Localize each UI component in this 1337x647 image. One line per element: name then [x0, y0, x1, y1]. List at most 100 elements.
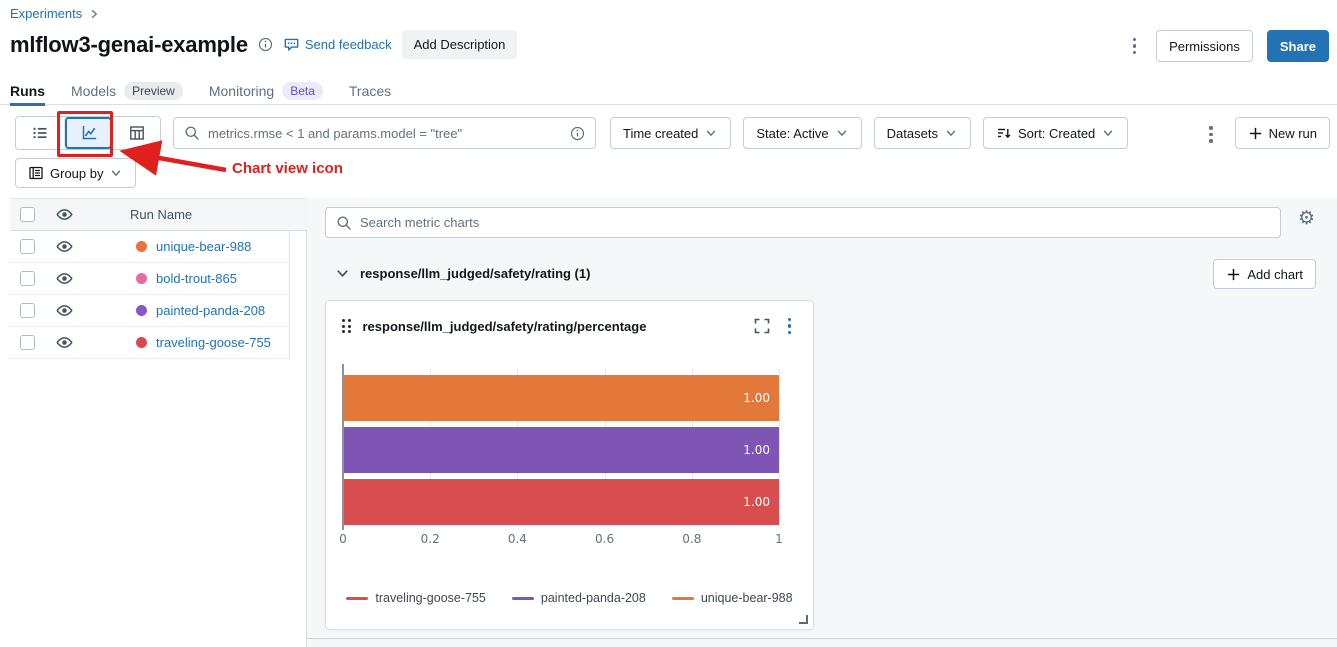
card-resize-handle-icon[interactable] — [799, 615, 808, 624]
chart-view-icon — [82, 125, 96, 140]
runs-search-input[interactable]: metrics.rmse < 1 and params.model = "tre… — [173, 117, 596, 149]
run-row-traveling-goose-755: traveling-goose-755 — [10, 327, 289, 359]
run-row-bold-trout-865: bold-trout-865 — [10, 263, 289, 295]
legend-label: unique-bear-988 — [700, 591, 793, 605]
x-axis-tick-label: 0.2 — [420, 532, 440, 546]
search-icon — [184, 125, 200, 141]
feedback-bubble-icon — [283, 36, 300, 53]
bar-unique-bear-988[interactable]: 1.00 — [343, 375, 779, 421]
visibility-eye-icon[interactable] — [47, 270, 81, 287]
header-actions: Permissions Share — [1127, 30, 1329, 62]
legend-color-dash — [346, 596, 369, 600]
chart-settings-gear-icon[interactable]: ⚙ — [1297, 208, 1315, 229]
table-view-button[interactable] — [112, 117, 160, 149]
legend-label: painted-panda-208 — [540, 591, 646, 605]
run-checkbox[interactable] — [20, 239, 35, 254]
runs-toolbar: metrics.rmse < 1 and params.model = "tre… — [0, 116, 1337, 150]
list-view-button[interactable] — [16, 117, 64, 149]
chevron-down-icon — [1101, 126, 1115, 140]
chart-card-header: response/llm_judged/safety/rating/percen… — [326, 301, 813, 351]
charts-panel: Search metric charts ⚙ response/llm_judg… — [307, 198, 1337, 647]
tab-badge: Preview — [124, 81, 183, 100]
breadcrumb-experiments-link[interactable]: Experiments — [10, 6, 83, 21]
share-button[interactable]: Share — [1266, 30, 1329, 62]
bar-painted-panda-208[interactable]: 1.00 — [343, 427, 779, 473]
section-collapse-chevron-icon[interactable] — [335, 266, 350, 281]
tab-runs[interactable]: Runs — [10, 83, 45, 106]
metric-charts-search-input[interactable]: Search metric charts — [325, 207, 1281, 238]
panel-divider[interactable] — [306, 198, 307, 647]
filter-state-active-dropdown[interactable]: State: Active — [743, 117, 862, 149]
x-axis-tick-label: 0.4 — [507, 532, 527, 546]
group-by-button[interactable]: Group by — [15, 158, 137, 188]
run-name-link[interactable]: bold-trout-865 — [156, 271, 237, 286]
filter-sort-created-dropdown[interactable]: Sort: Created — [982, 117, 1129, 149]
tab-models[interactable]: Models Preview — [71, 81, 183, 106]
run-name-link[interactable]: traveling-goose-755 — [156, 335, 271, 350]
permissions-button[interactable]: Permissions — [1156, 30, 1253, 62]
filter-label: Datasets — [886, 125, 938, 141]
legend-item-painted-panda-208[interactable]: painted-panda-208 — [511, 591, 646, 605]
legend-label: traveling-goose-755 — [375, 591, 486, 605]
filter-datasets-dropdown[interactable]: Datasets — [873, 117, 971, 149]
visibility-eye-icon[interactable] — [47, 206, 81, 223]
visibility-eye-icon[interactable] — [47, 238, 81, 255]
tabs-divider — [0, 104, 1337, 105]
tab-label: Monitoring — [208, 82, 275, 99]
legend-color-dash — [671, 596, 694, 600]
expand-chart-icon[interactable] — [754, 318, 770, 334]
chart-card-kebab-menu[interactable] — [782, 314, 798, 339]
drag-handle-icon[interactable] — [342, 319, 351, 333]
add-chart-button[interactable]: Add chart — [1213, 259, 1316, 289]
bar-value-label: 1.00 — [743, 443, 770, 457]
run-checkbox[interactable] — [20, 335, 35, 350]
run-row-unique-bear-988: unique-bear-988 — [10, 231, 289, 263]
add-description-button[interactable]: Add Description — [401, 30, 518, 59]
filter-time-created-dropdown[interactable]: Time created — [610, 117, 732, 149]
list-view-icon — [33, 127, 47, 139]
bar-traveling-goose-755[interactable]: 1.00 — [343, 479, 779, 525]
legend-item-unique-bear-988[interactable]: unique-bear-988 — [671, 591, 793, 605]
view-switcher — [15, 116, 161, 150]
header-kebab-menu[interactable] — [1127, 34, 1143, 59]
new-run-button[interactable]: New run — [1234, 117, 1330, 149]
run-name-column-header[interactable]: Run Name — [130, 207, 193, 222]
group-by-icon — [29, 166, 43, 180]
chart-card-title: response/llm_judged/safety/rating/percen… — [362, 318, 647, 334]
table-view-icon — [129, 126, 144, 140]
run-color-dot — [136, 241, 147, 252]
chevron-down-icon — [944, 126, 958, 140]
runs-table: Run Name unique-bear-988 bold-trout-865 pa… — [10, 198, 307, 359]
x-axis-tick-label: 0.8 — [682, 532, 702, 546]
plus-icon — [1228, 268, 1240, 280]
send-feedback-link[interactable]: Send feedback — [283, 36, 392, 53]
tab-traces[interactable]: Traces — [349, 83, 391, 105]
toolbar-kebab-menu[interactable] — [1203, 122, 1219, 147]
visibility-eye-icon[interactable] — [47, 334, 81, 351]
chevron-right-icon — [88, 8, 100, 20]
plus-icon — [1249, 127, 1261, 139]
runs-table-header: Run Name — [10, 198, 307, 231]
filter-buttons: Time created State: Active Datasets Sort: C… — [610, 117, 1129, 149]
run-color-dot — [136, 337, 147, 348]
run-name-link[interactable]: unique-bear-988 — [156, 239, 252, 254]
select-all-checkbox[interactable] — [20, 207, 35, 222]
gridline — [779, 369, 780, 525]
filter-label: Sort: Created — [1017, 125, 1096, 141]
run-checkbox[interactable] — [20, 303, 35, 318]
x-axis-tick-label: 0 — [339, 532, 347, 546]
bar-plot: 0 0.2 0.4 0.6 0.8 1 1.00 1.00 1.00 — [339, 364, 783, 546]
tab-label: Models — [71, 82, 117, 99]
section-bottom-divider — [307, 638, 1337, 639]
legend-item-traveling-goose-755[interactable]: traveling-goose-755 — [346, 591, 486, 605]
visibility-eye-icon[interactable] — [47, 302, 81, 319]
info-icon[interactable] — [258, 37, 273, 52]
chart-view-button[interactable] — [64, 117, 112, 149]
tab-monitoring[interactable]: Monitoring Beta — [208, 81, 323, 106]
search-info-icon[interactable] — [570, 126, 585, 141]
page-title: mlflow3-genai-example — [10, 31, 248, 57]
run-checkbox[interactable] — [20, 271, 35, 286]
chevron-down-icon — [109, 166, 123, 180]
run-name-link[interactable]: painted-panda-208 — [156, 303, 266, 318]
